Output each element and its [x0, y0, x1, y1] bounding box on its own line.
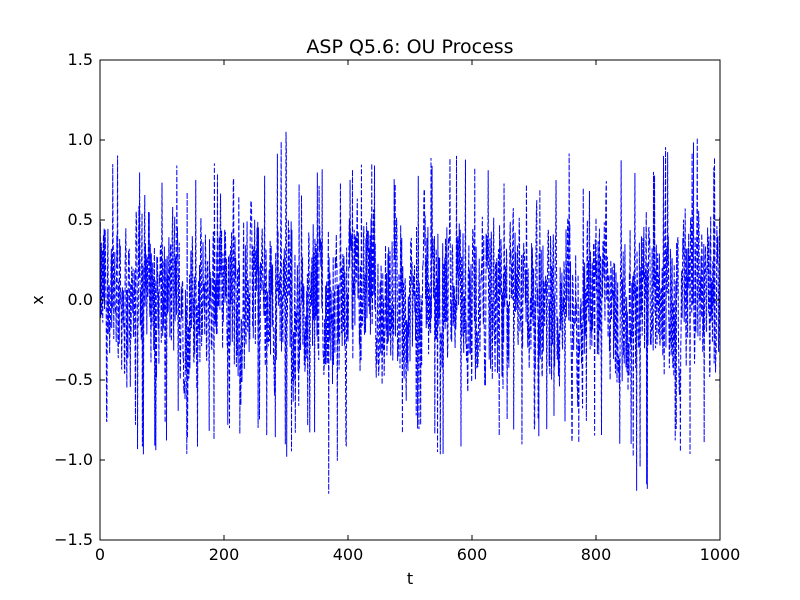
x-tick-label: 0	[95, 545, 105, 564]
y-tick-label: 1.5	[68, 50, 93, 69]
series-line	[99, 131, 721, 494]
y-tick-label: −1.5	[54, 530, 93, 549]
y-tick-label: 0.0	[68, 290, 93, 309]
chart-title: ASP Q5.6: OU Process	[306, 36, 513, 58]
x-tick-label: 600	[457, 545, 488, 564]
y-tick-label: −0.5	[54, 370, 93, 389]
tick-layer: 0 200 400 600 800 1000 −1.5 −1.0 −0.5 0.0 0.5 1.0 1.…	[54, 50, 740, 564]
x-tick-label: 400	[333, 545, 364, 564]
y-tick-label: −1.0	[54, 450, 93, 469]
x-tick-label: 800	[581, 545, 612, 564]
y-tick-label: 1.0	[68, 130, 93, 149]
x-tick-label: 1000	[700, 545, 741, 564]
y-tick-label: 0.5	[68, 210, 93, 229]
series-layer	[99, 131, 721, 494]
x-tick-label: 200	[209, 545, 240, 564]
y-axis-label: x	[28, 295, 47, 304]
x-axis-label: t	[407, 569, 413, 588]
